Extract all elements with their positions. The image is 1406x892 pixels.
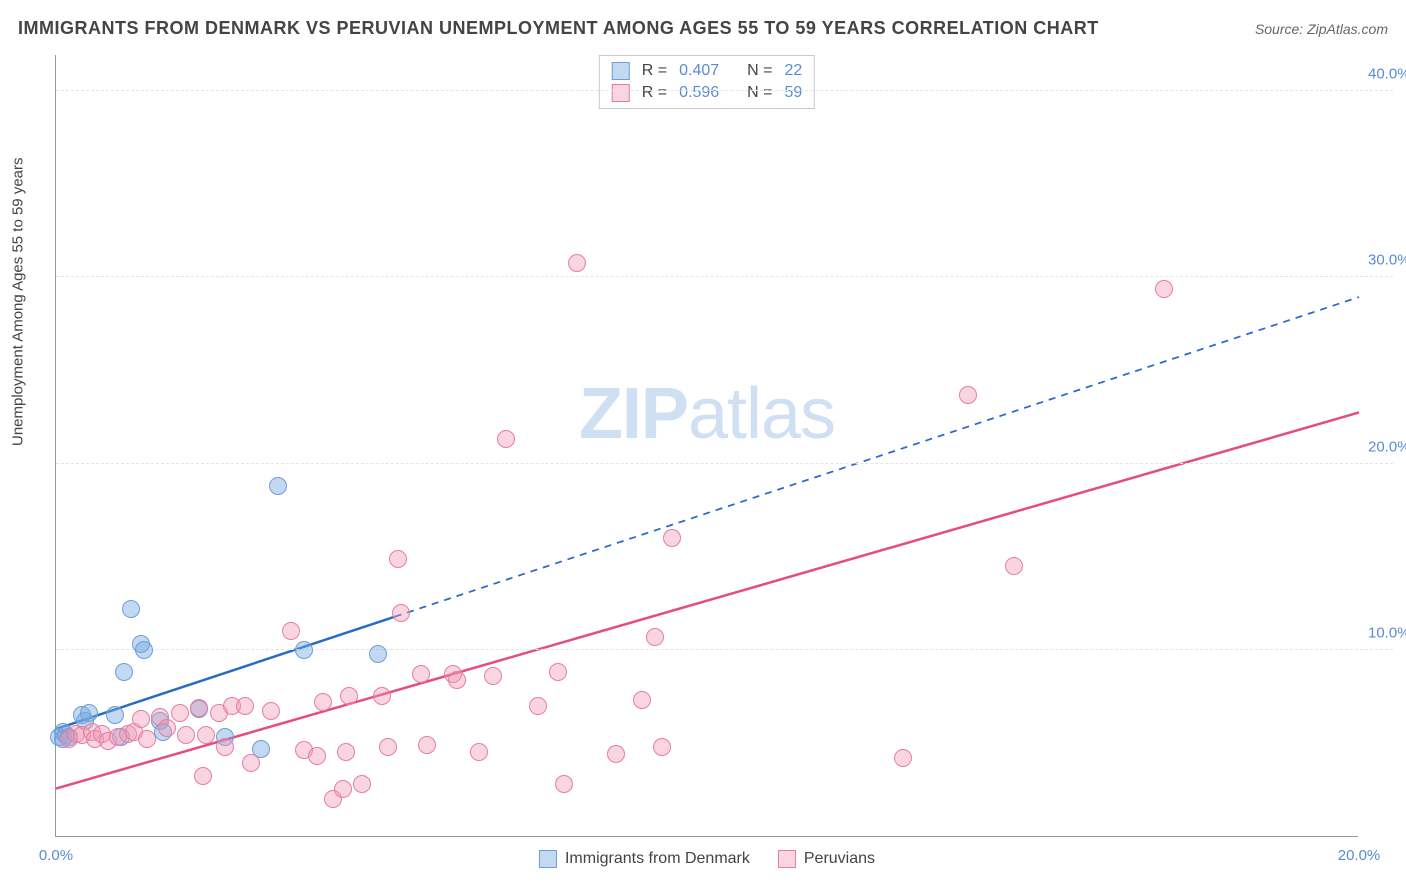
scatter-point-peruvians [1005, 557, 1023, 575]
scatter-point-denmark [369, 645, 387, 663]
scatter-point-peruvians [529, 697, 547, 715]
gridline-h [56, 649, 1393, 650]
scatter-point-denmark [269, 477, 287, 495]
legend-item-denmark: Immigrants from Denmark [539, 850, 750, 868]
n-label: N = [747, 84, 772, 102]
scatter-point-peruvians [568, 254, 586, 272]
n-label: N = [747, 62, 772, 80]
scatter-point-peruvians [607, 745, 625, 763]
plot-area: ZIPatlas R =0.407N =22R =0.596N =59 Immi… [55, 55, 1358, 837]
scatter-point-peruvians [262, 702, 280, 720]
x-tick-label: 0.0% [39, 847, 73, 864]
scatter-point-peruvians [646, 628, 664, 646]
scatter-point-peruvians [894, 749, 912, 767]
trend-lines [56, 55, 1359, 837]
y-tick-label: 20.0% [1368, 438, 1406, 455]
r-value: 0.596 [679, 84, 727, 102]
gridline-h [56, 90, 1393, 91]
legend-row-denmark: R = 0.407 N = 22 [612, 60, 802, 82]
scatter-point-peruvians [197, 726, 215, 744]
scatter-point-peruvians [171, 704, 189, 722]
scatter-point-peruvians [389, 550, 407, 568]
scatter-point-peruvians [158, 719, 176, 737]
legend-item-peruvians: Peruvians [778, 850, 875, 868]
scatter-point-denmark [122, 600, 140, 618]
scatter-point-peruvians [177, 726, 195, 744]
scatter-point-peruvians [373, 687, 391, 705]
legend-swatch-denmark [612, 62, 630, 80]
y-axis-label: Unemployment Among Ages 55 to 59 years [10, 157, 27, 446]
scatter-point-peruvians [314, 693, 332, 711]
scatter-point-peruvians [308, 747, 326, 765]
legend-row-peruvians: R = 0.596 N = 59 [612, 82, 802, 104]
n-value: 22 [784, 62, 802, 80]
scatter-point-peruvians [959, 386, 977, 404]
legend-label: Peruvians [804, 850, 875, 868]
scatter-point-peruvians [663, 529, 681, 547]
scatter-point-peruvians [497, 430, 515, 448]
scatter-point-peruvians [470, 743, 488, 761]
scatter-point-peruvians [549, 663, 567, 681]
scatter-point-peruvians [555, 775, 573, 793]
scatter-point-peruvians [1155, 280, 1173, 298]
scatter-point-denmark [135, 641, 153, 659]
legend-swatch-peruvians [778, 850, 796, 868]
y-tick-label: 40.0% [1368, 66, 1406, 83]
scatter-point-peruvians [653, 738, 671, 756]
gridline-h [56, 463, 1393, 464]
scatter-point-peruvians [132, 710, 150, 728]
scatter-point-peruvians [242, 754, 260, 772]
y-tick-label: 30.0% [1368, 252, 1406, 269]
scatter-point-denmark [115, 663, 133, 681]
scatter-point-peruvians [484, 667, 502, 685]
scatter-point-peruvians [190, 699, 208, 717]
scatter-point-denmark [295, 641, 313, 659]
source-attribution: Source: ZipAtlas.com [1255, 21, 1388, 37]
correlation-legend: R = 0.407 N = 22 R = 0.596 N = 59 [599, 55, 815, 109]
legend-swatch-peruvians [612, 84, 630, 102]
scatter-point-peruvians [353, 775, 371, 793]
legend-label: Immigrants from Denmark [565, 850, 750, 868]
chart-title: IMMIGRANTS FROM DENMARK VS PERUVIAN UNEM… [18, 18, 1099, 39]
scatter-point-peruvians [340, 687, 358, 705]
scatter-point-peruvians [379, 738, 397, 756]
scatter-point-peruvians [138, 730, 156, 748]
n-value: 59 [784, 84, 802, 102]
trend-line-peruvians [56, 412, 1359, 788]
source-prefix: Source: [1255, 21, 1307, 37]
legend-swatch-denmark [539, 850, 557, 868]
scatter-point-peruvians [282, 622, 300, 640]
scatter-point-peruvians [194, 767, 212, 785]
scatter-point-peruvians [418, 736, 436, 754]
scatter-point-denmark [106, 706, 124, 724]
scatter-point-peruvians [412, 665, 430, 683]
gridline-h [56, 276, 1393, 277]
scatter-point-peruvians [448, 671, 466, 689]
source-name: ZipAtlas.com [1307, 21, 1388, 37]
scatter-point-peruvians [334, 780, 352, 798]
scatter-point-denmark [80, 704, 98, 722]
scatter-point-peruvians [216, 738, 234, 756]
r-label: R = [642, 62, 667, 80]
r-label: R = [642, 84, 667, 102]
x-tick-label: 20.0% [1338, 847, 1381, 864]
scatter-point-peruvians [633, 691, 651, 709]
scatter-point-peruvians [337, 743, 355, 761]
scatter-point-peruvians [392, 604, 410, 622]
trend-line-dashed-denmark [395, 297, 1359, 617]
y-tick-label: 10.0% [1368, 624, 1406, 641]
scatter-point-peruvians [236, 697, 254, 715]
series-legend: Immigrants from Denmark Peruvians [539, 850, 875, 868]
r-value: 0.407 [679, 62, 727, 80]
